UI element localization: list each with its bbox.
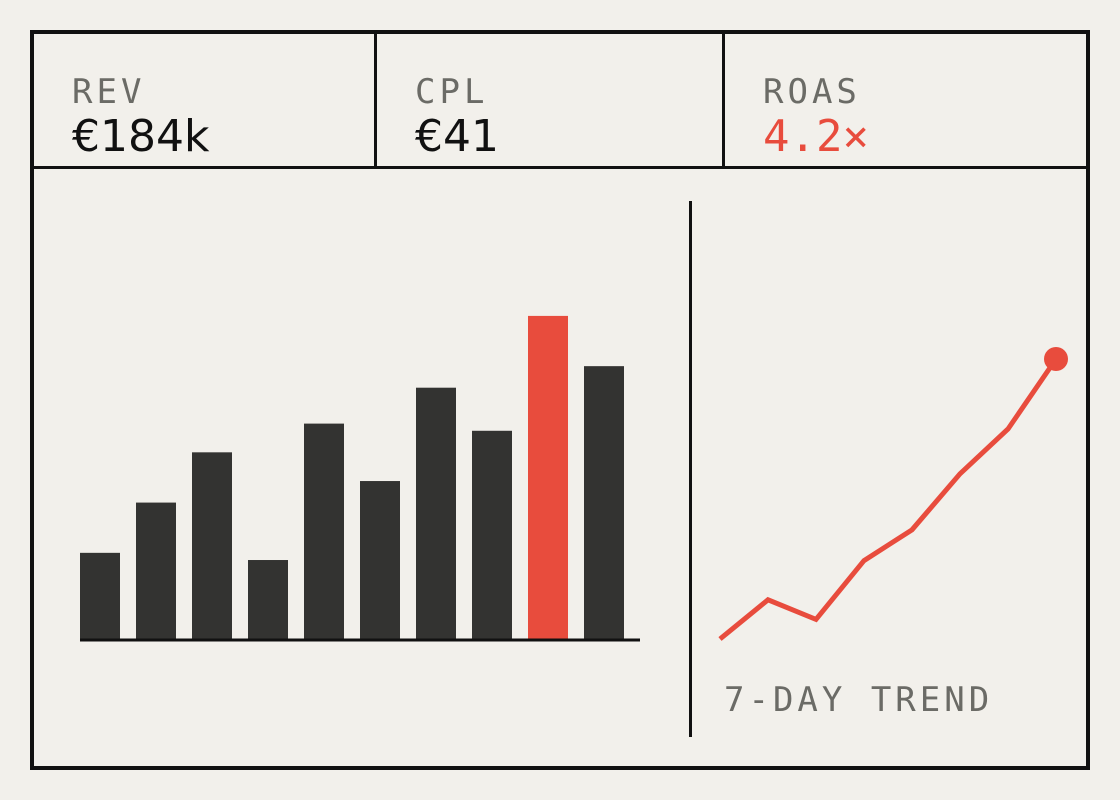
- kpi-cpl-value: €41: [415, 111, 499, 162]
- dashboard-frame: REV €184k CPL €41 ROAS 4.2× 7-DAY TREND: [30, 30, 1090, 770]
- bar-6: [360, 481, 400, 639]
- bar-3: [192, 452, 232, 639]
- bar-4: [248, 560, 288, 639]
- kpi-rev: REV €184k: [34, 34, 374, 166]
- bar-10: [584, 366, 624, 639]
- kpi-roas: ROAS 4.2×: [722, 34, 1086, 166]
- kpi-cpl: CPL €41: [374, 34, 722, 166]
- bar-2: [136, 502, 176, 639]
- bar-5: [304, 423, 344, 639]
- trend-line: [718, 357, 1059, 641]
- panel-divider: [689, 201, 692, 737]
- bar-7: [416, 387, 456, 639]
- kpi-cpl-label: CPL: [415, 72, 489, 112]
- kpi-rev-value: €184k: [72, 111, 210, 162]
- kpi-row: REV €184k CPL €41 ROAS 4.2×: [34, 34, 1086, 169]
- bar-9: [528, 315, 568, 639]
- kpi-rev-label: REV: [72, 72, 146, 112]
- trend-end-marker: [1044, 347, 1068, 371]
- bar-1: [80, 552, 120, 639]
- trend-label: 7-DAY TREND: [724, 680, 994, 720]
- kpi-roas-value: 4.2×: [763, 111, 869, 162]
- bar-8: [472, 430, 512, 639]
- kpi-roas-label: ROAS: [763, 72, 861, 112]
